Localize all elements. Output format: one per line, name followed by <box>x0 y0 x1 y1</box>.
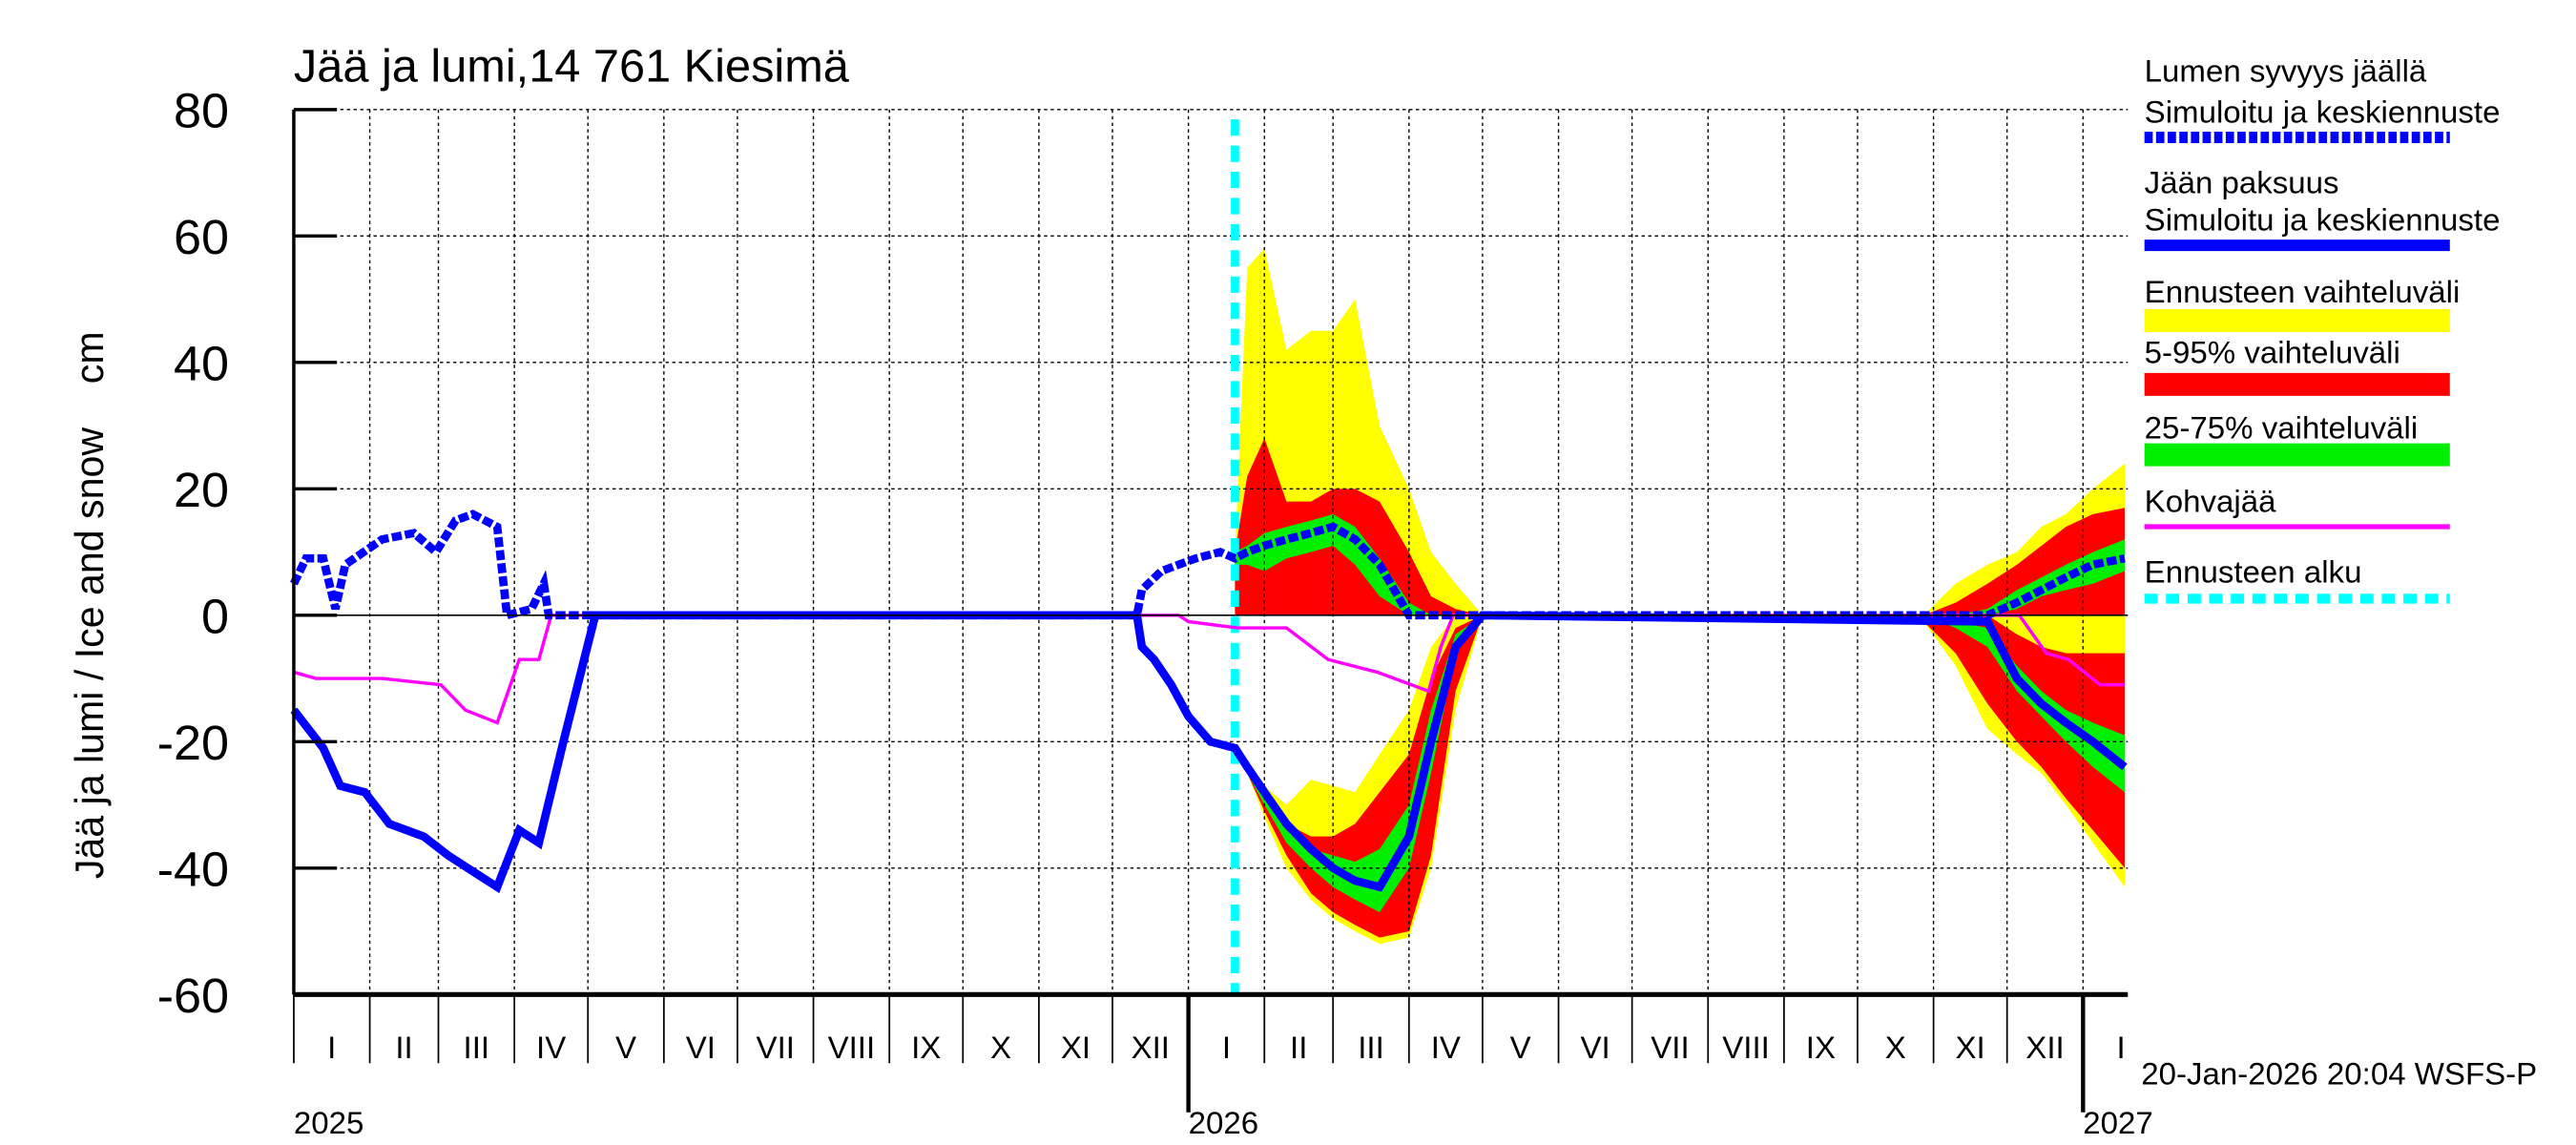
month-label: IX <box>1806 1030 1836 1065</box>
month-label: VIII <box>828 1030 876 1065</box>
month-label: XII <box>2025 1030 2064 1065</box>
legend-label-range: Ennusteen vaihteluväli <box>2145 274 2461 309</box>
y-tick-label: 80 <box>174 83 229 138</box>
y-tick-label: 60 <box>174 210 229 265</box>
month-label: XI <box>1956 1030 1985 1065</box>
y-tick-label: 0 <box>201 589 229 644</box>
band-p5_95-snow <box>1923 508 2125 615</box>
y-tick-label: 40 <box>174 336 229 391</box>
month-label: IV <box>536 1030 566 1065</box>
kohva-line <box>293 614 2125 725</box>
y-tick-label: 20 <box>174 463 229 518</box>
year-label: 2025 <box>294 1105 364 1140</box>
legend-label-ice: Simuloitu ja keskiennuste <box>2145 202 2501 238</box>
legend-label-kohva: Kohvajää <box>2145 484 2277 519</box>
y-axis-label: Jää ja lumi / Ice and snow cm <box>67 331 112 879</box>
month-label: XI <box>1061 1030 1091 1065</box>
y-tick-label: -40 <box>157 842 229 897</box>
legend-label-ice: Jään paksuus <box>2145 165 2339 200</box>
month-label: IV <box>1431 1030 1461 1065</box>
month-label: VI <box>1580 1030 1610 1065</box>
legend-label-snow: Lumen syvyys jäällä <box>2145 53 2427 89</box>
timestamp: 20-Jan-2026 20:04 WSFS-P <box>2141 1056 2537 1092</box>
year-label: 2026 <box>1189 1105 1259 1140</box>
band-p5_95-ice <box>1235 614 1483 938</box>
legend-label-p25_75: 25-75% vaihteluväli <box>2145 410 2419 446</box>
month-label: V <box>615 1030 636 1065</box>
chart-title: Jää ja lumi,14 761 Kiesimä <box>294 41 849 93</box>
month-label: VII <box>757 1030 795 1065</box>
month-label: II <box>1290 1030 1307 1065</box>
month-label: V <box>1510 1030 1531 1065</box>
legend-label-forecast_start: Ennusteen alku <box>2145 554 2362 590</box>
month-label: I <box>2117 1030 2126 1065</box>
band-p5_95-ice <box>1923 614 2125 868</box>
band-p5_95-snow <box>1235 438 1483 615</box>
month-label: VI <box>686 1030 716 1065</box>
month-label: II <box>395 1030 412 1065</box>
month-label: X <box>1885 1030 1906 1065</box>
band-p25_75-ice <box>1923 614 2125 793</box>
month-label: III <box>1358 1030 1384 1065</box>
year-label: 2027 <box>2083 1105 2153 1140</box>
month-label: XII <box>1132 1030 1170 1065</box>
ice-thickness-line <box>290 611 2128 894</box>
month-label: IX <box>911 1030 941 1065</box>
month-label: VIII <box>1722 1030 1770 1065</box>
month-label: III <box>464 1030 490 1065</box>
month-label: X <box>990 1030 1011 1065</box>
month-label: I <box>1222 1030 1231 1065</box>
legend-label-p5_95: 5-95% vaihteluväli <box>2145 335 2400 370</box>
y-tick-label: -20 <box>157 716 229 771</box>
month-label: VII <box>1651 1030 1689 1065</box>
legend-label-snow: Simuloitu ja keskiennuste <box>2145 94 2501 130</box>
snow-depth-line <box>290 510 2126 621</box>
y-tick-label: -60 <box>157 968 229 1023</box>
month-label: I <box>327 1030 336 1065</box>
